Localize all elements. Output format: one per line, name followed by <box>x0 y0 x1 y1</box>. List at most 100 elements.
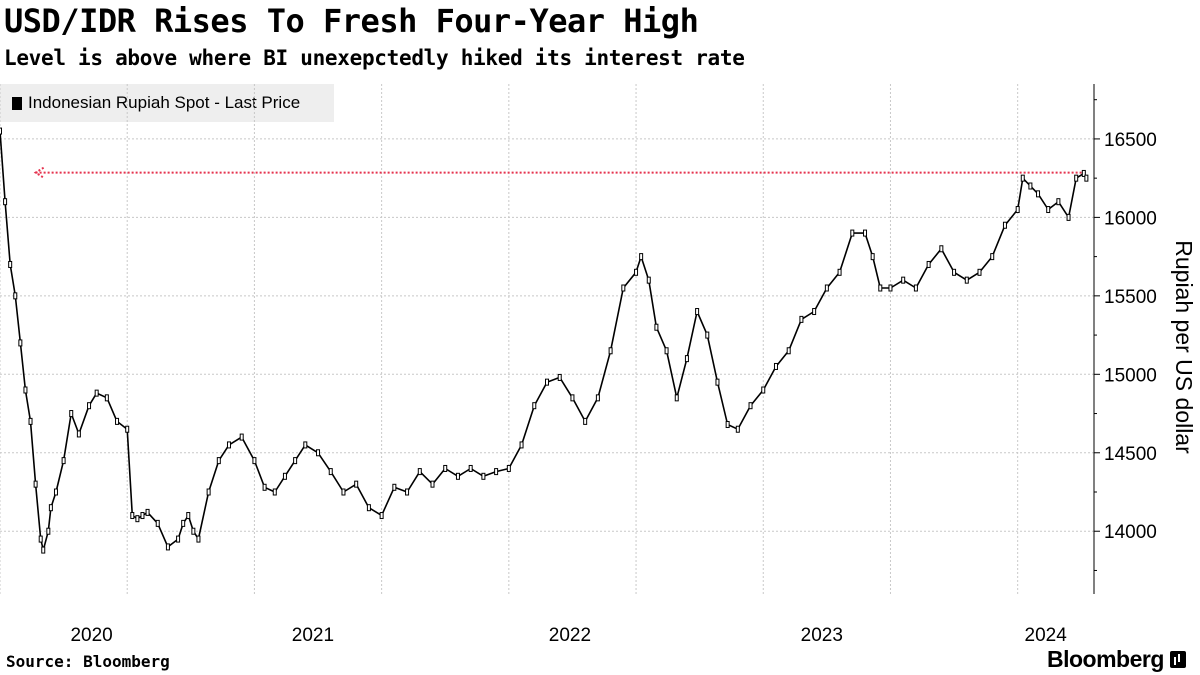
y-tick-label: 14000 <box>1104 522 1157 543</box>
data-point <box>545 378 549 386</box>
data-point <box>1084 174 1089 182</box>
data-point <box>952 268 957 276</box>
data-point <box>3 198 8 206</box>
data-point <box>455 472 460 480</box>
data-point <box>94 389 99 397</box>
data-point <box>135 515 140 523</box>
data-point <box>181 519 186 527</box>
x-tick-label: 2023 <box>801 625 843 646</box>
data-point <box>850 229 855 237</box>
data-point <box>1036 190 1041 198</box>
brand-logo: Bloomberg <box>1047 646 1186 673</box>
chart-title: USD/IDR Rises To Fresh Four-Year High <box>4 2 699 40</box>
data-point <box>1002 221 1007 229</box>
data-point <box>417 468 422 476</box>
data-point <box>33 480 38 488</box>
data-point <box>977 268 982 276</box>
data-point <box>443 464 448 472</box>
data-point <box>1074 174 1079 182</box>
data-point <box>837 268 842 276</box>
data-point <box>748 402 753 410</box>
data-point <box>684 355 689 363</box>
data-point <box>226 441 231 449</box>
data-point <box>639 253 644 261</box>
data-point <box>608 347 613 355</box>
data-point <box>130 512 135 520</box>
data-point <box>990 253 995 261</box>
data-point <box>87 402 92 410</box>
data-point <box>664 347 669 355</box>
data-point <box>570 394 575 402</box>
data-point <box>926 260 931 268</box>
data-point <box>761 386 766 394</box>
legend-swatch <box>12 96 22 110</box>
data-point <box>705 331 710 339</box>
y-tick-label: 14500 <box>1104 444 1157 465</box>
x-tick-label: 2021 <box>292 625 334 646</box>
x-tick-label: 2024 <box>1025 625 1068 646</box>
x-tick-label: 2020 <box>70 625 112 646</box>
data-point <box>69 410 74 418</box>
data-point <box>494 468 499 476</box>
y-tick-label: 16500 <box>1104 130 1157 151</box>
data-point <box>532 402 537 410</box>
data-point <box>252 457 257 465</box>
data-point <box>316 449 321 457</box>
series-line <box>0 131 1088 551</box>
axes: 14000 14500 15000 15500 16000 16500 2020 2021 20… <box>70 84 1197 646</box>
data-point <box>140 512 145 520</box>
data-point <box>405 488 410 496</box>
x-tick-label: 2022 <box>549 625 591 646</box>
data-point <box>1046 206 1051 214</box>
data-point <box>328 468 333 476</box>
data-point <box>392 483 397 491</box>
data-point <box>901 276 906 284</box>
data-point <box>186 512 191 520</box>
y-axis-label: Rupiah per US dollar <box>1171 240 1197 454</box>
data-point <box>725 421 730 429</box>
data-point <box>695 308 700 316</box>
data-point <box>176 535 181 543</box>
data-point <box>1081 169 1086 177</box>
data-point <box>13 292 18 300</box>
data-point <box>191 527 196 535</box>
data-point <box>824 284 829 292</box>
legend: Indonesian Rupiah Spot - Last Price <box>0 84 334 122</box>
data-point <box>23 386 28 394</box>
bar-chart-icon <box>1169 651 1186 668</box>
data-point <box>646 276 651 284</box>
data-point <box>206 488 211 496</box>
data-point <box>583 417 588 425</box>
data-point <box>53 488 58 496</box>
data-point <box>145 508 150 516</box>
data-point <box>519 441 524 449</box>
data-point <box>430 480 435 488</box>
data-point <box>773 362 778 370</box>
data-point <box>354 480 359 488</box>
data-point <box>0 127 2 135</box>
data-point <box>28 417 33 425</box>
data-point <box>1028 182 1033 190</box>
data-point <box>715 378 720 386</box>
data-point <box>272 488 277 496</box>
data-point <box>786 347 791 355</box>
data-point <box>964 276 969 284</box>
data-point <box>870 253 875 261</box>
data-point <box>366 504 371 512</box>
data-point <box>878 284 883 292</box>
data-point <box>165 543 170 551</box>
data-point <box>61 457 66 465</box>
data-point <box>262 483 267 491</box>
data-point <box>1015 206 1020 214</box>
data-point <box>48 504 53 512</box>
data-point <box>468 464 473 472</box>
y-tick-label: 15500 <box>1104 287 1157 308</box>
data-point <box>216 457 221 465</box>
data-point <box>1056 198 1061 206</box>
data-point <box>341 488 346 496</box>
reference-line-group <box>33 166 1087 179</box>
y-tick-label: 16000 <box>1104 208 1157 229</box>
series-group <box>0 127 1089 554</box>
data-point <box>155 519 160 527</box>
data-point <box>104 394 109 402</box>
